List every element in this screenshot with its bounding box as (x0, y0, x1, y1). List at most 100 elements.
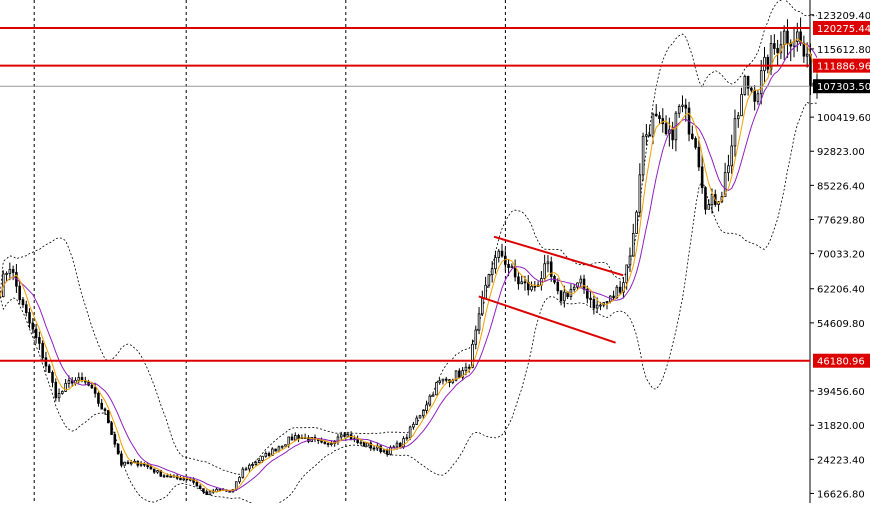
candle-body-227 (743, 76, 747, 95)
candle-body-236 (773, 43, 776, 49)
candle-body-52 (169, 475, 172, 478)
candle-body-98 (320, 440, 323, 443)
candle-body-34 (110, 422, 113, 435)
candle-body-28 (90, 384, 94, 389)
level-badge-0 (813, 20, 870, 35)
candle-body-132 (431, 394, 435, 397)
bollinger-lower-band (0, 101, 818, 507)
candle-body-166 (543, 263, 546, 279)
candle-body-99 (323, 441, 327, 444)
candle-body-141 (461, 370, 464, 378)
candle-body-239 (782, 30, 786, 46)
candle-body-205 (671, 129, 674, 141)
candle-body-190 (622, 282, 625, 293)
candle-body-76 (248, 464, 251, 470)
candle-body-189 (618, 286, 622, 293)
candle-body-212 (694, 138, 697, 148)
y-tick-label-10: 31820.00 (817, 421, 865, 432)
candle-body-29 (93, 387, 97, 394)
candle-body-80 (261, 455, 264, 461)
y-tick-label-12: 16626.80 (817, 489, 865, 500)
candle-body-10 (31, 322, 35, 330)
candle-body-104 (339, 434, 343, 438)
candle-body-171 (559, 290, 563, 302)
candle-body-8 (24, 304, 28, 313)
candle-body-148 (484, 284, 487, 299)
candle-body-64 (208, 490, 212, 495)
candle-body-78 (254, 462, 258, 465)
candle-body-133 (435, 382, 438, 396)
candle-body-180 (589, 297, 592, 300)
candle-body-144 (471, 343, 474, 368)
candle-body-185 (605, 300, 609, 304)
candle-body-36 (116, 443, 120, 455)
candle-body-131 (428, 395, 432, 406)
candle-body-158 (517, 276, 520, 285)
candle-body-48 (156, 470, 159, 473)
candle-body-128 (418, 415, 422, 419)
candle-body-89 (290, 436, 294, 441)
candle-body-170 (556, 281, 560, 292)
candle-body-0 (0, 296, 2, 299)
candle-body-247 (809, 53, 812, 87)
candle-body-195 (638, 174, 642, 213)
candle-body-7 (21, 299, 25, 306)
candle-body-117 (382, 449, 386, 452)
candle-body-181 (592, 299, 596, 309)
candle-body-222 (727, 165, 730, 174)
channel-line-1 (478, 295, 616, 344)
candle-body-32 (103, 408, 107, 411)
candle-body-122 (399, 442, 402, 448)
candle-body-214 (700, 166, 704, 189)
level-badge-label-0: 120275.44 (817, 24, 870, 35)
candle-body-19 (61, 391, 64, 394)
candle-body-232 (759, 70, 763, 95)
candle-body-142 (464, 366, 468, 371)
candle-body-159 (520, 281, 523, 285)
candle-body-47 (152, 468, 156, 473)
candle-body-172 (563, 291, 566, 302)
candle-body-146 (477, 313, 481, 331)
candle-body-187 (612, 295, 615, 299)
candle-body-139 (454, 370, 458, 381)
candle-body-6 (18, 285, 21, 301)
candle-body-2 (5, 273, 8, 275)
slow-moving-average (0, 42, 818, 492)
candle-body-135 (441, 378, 445, 382)
y-tick-label-0: 123209.40 (817, 11, 870, 22)
candle-body-203 (664, 123, 668, 134)
candle-body-12 (38, 337, 41, 344)
candle-body-113 (369, 442, 373, 449)
candle-body-230 (753, 89, 756, 102)
candle-body-175 (572, 286, 576, 290)
y-tick-label-11: 24223.40 (817, 455, 865, 466)
candle-body-129 (421, 410, 425, 417)
candle-body-100 (326, 443, 330, 445)
candle-body-110 (359, 441, 363, 444)
candle-body-21 (67, 380, 71, 384)
candle-body-149 (487, 274, 491, 286)
candle-body-24 (77, 377, 81, 381)
candle-body-225 (736, 115, 740, 120)
y-tick-label-5: 77629.80 (817, 215, 865, 226)
candle-body-193 (631, 233, 635, 257)
level-badge-2 (813, 353, 870, 368)
candle-body-229 (750, 87, 753, 91)
candle-body-162 (530, 285, 533, 291)
candle-body-209 (684, 104, 688, 109)
candle-body-147 (481, 298, 484, 315)
candle-body-38 (123, 461, 126, 466)
candle-body-67 (218, 488, 222, 491)
bollinger-upper-band (0, 0, 818, 475)
candle-body-226 (740, 94, 743, 117)
candle-body-91 (297, 435, 300, 440)
candle-body-191 (625, 264, 628, 284)
candle-body-35 (113, 434, 117, 445)
candle-body-182 (595, 304, 599, 309)
candle-body-106 (346, 434, 350, 437)
y-tick-label-9: 39456.60 (817, 387, 865, 398)
candle-body-140 (458, 370, 461, 378)
candle-body-126 (412, 423, 415, 428)
y-tick-label-8: 54609.80 (817, 319, 865, 330)
